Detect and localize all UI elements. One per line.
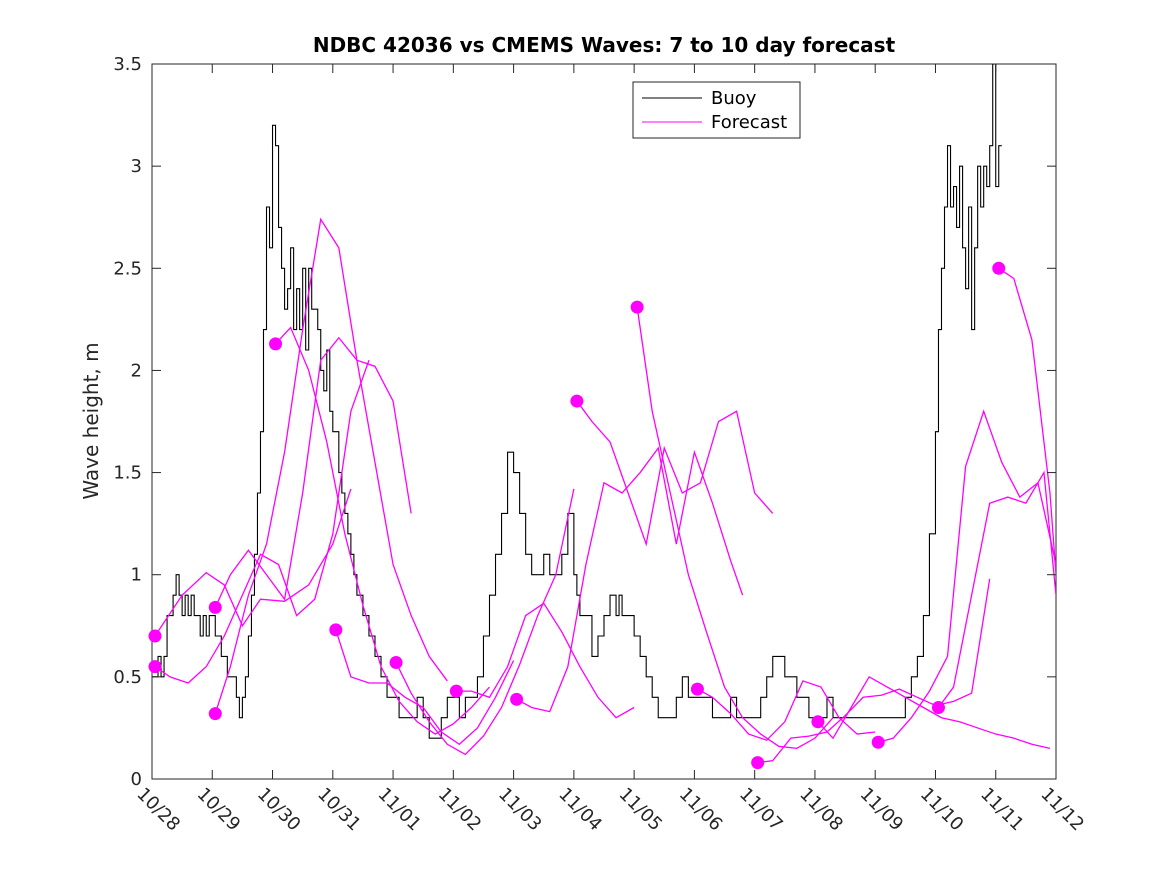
forecast-line-15 <box>878 409 1056 743</box>
buoy-series-line <box>152 64 1002 739</box>
y-tick-label: 1 <box>131 565 142 586</box>
forecast-start-point-15 <box>871 735 885 749</box>
forecast-start-point-6 <box>329 623 343 637</box>
forecast-start-point-2 <box>148 660 162 674</box>
y-tick-label: 2.5 <box>113 258 142 279</box>
y-axis-label: Wave height, m <box>79 342 103 499</box>
forecast-start-point-11 <box>630 300 644 314</box>
chart-title: NDBC 42036 vs CMEMS Waves: 7 to 10 day f… <box>313 33 896 57</box>
y-tick-label: 2 <box>131 360 142 381</box>
forecast-start-point-10 <box>570 394 584 408</box>
legend-buoy-label: Buoy <box>711 88 757 109</box>
forecast-line-7 <box>395 488 575 756</box>
forecast-line-14 <box>817 675 1051 749</box>
forecast-start-point-17 <box>992 261 1006 275</box>
forecast-line-16 <box>937 470 1056 708</box>
forecast-start-point-5 <box>269 337 283 351</box>
forecast-start-point-7 <box>389 656 403 670</box>
legend-forecast-label: Forecast <box>711 112 787 133</box>
forecast-line-17 <box>998 267 1056 575</box>
forecast-start-point-16 <box>931 701 945 714</box>
forecast-start-point-9 <box>510 692 524 706</box>
forecast-line-4 <box>214 217 448 714</box>
y-tick-label: 3 <box>131 156 142 177</box>
y-tick-label: 1.5 <box>113 463 142 484</box>
legend: Buoy Forecast <box>632 81 801 139</box>
forecast-line-12 <box>697 680 876 741</box>
forecast-line-1 <box>154 488 352 637</box>
y-axis: 0 0.5 1 1.5 2 2.5 3 3.5 <box>113 54 1056 790</box>
forecast-start-point-8 <box>449 684 463 698</box>
y-tick-label: 3.5 <box>113 54 142 75</box>
forecast-line-2 <box>154 359 370 684</box>
forecast-line-5 <box>275 326 490 735</box>
forecast-line-8 <box>456 602 635 719</box>
forecast-start-point-1 <box>148 629 162 643</box>
forecast-line-11 <box>636 307 834 750</box>
y-tick-label: 0 <box>131 769 142 790</box>
y-tick-label: 0.5 <box>113 667 142 688</box>
forecast-start-point-3 <box>208 600 222 614</box>
forecast-line-3 <box>214 336 412 608</box>
forecast-line-13 <box>757 578 991 764</box>
forecast-line-9 <box>516 446 744 713</box>
forecast-start-point-13 <box>751 756 765 770</box>
plot-area <box>148 63 1057 780</box>
series-group <box>152 64 1056 764</box>
forecast-start-point-4 <box>208 707 222 721</box>
forecast-line-6 <box>335 629 515 746</box>
forecast-line-10 <box>576 400 774 547</box>
forecast-start-point-14 <box>811 715 825 729</box>
forecast-start-point-12 <box>690 682 704 696</box>
legend-box <box>632 81 801 139</box>
axes-box <box>151 63 1057 780</box>
